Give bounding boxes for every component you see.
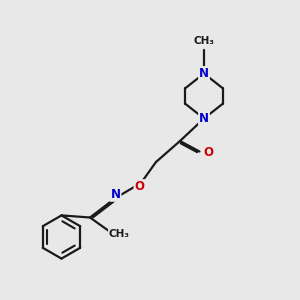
Text: O: O [134,180,145,193]
Text: N: N [110,188,121,201]
Text: N: N [199,67,209,80]
Text: CH₃: CH₃ [109,229,130,239]
Text: CH₃: CH₃ [194,36,214,46]
Text: N: N [199,112,209,125]
Text: O: O [203,146,213,160]
